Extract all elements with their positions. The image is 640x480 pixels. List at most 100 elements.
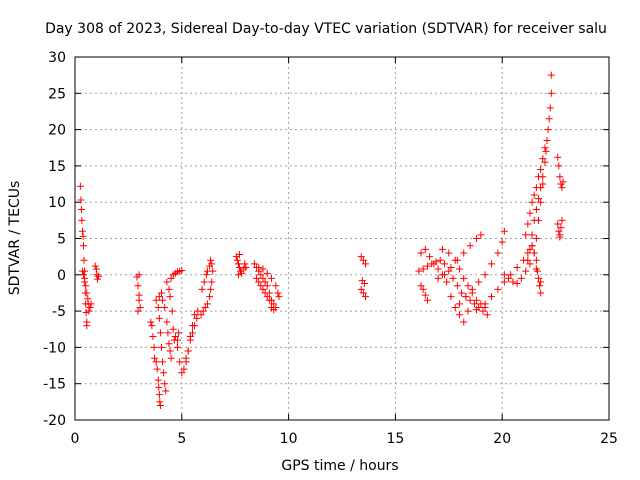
- data-point: [77, 196, 85, 204]
- data-point: [462, 293, 470, 301]
- data-point: [159, 358, 167, 366]
- data-point: [455, 311, 463, 319]
- data-point: [85, 307, 93, 315]
- data-point: [259, 265, 267, 273]
- y-axis-label: SDTVAR / TECUs: [7, 181, 23, 296]
- data-point: [184, 347, 192, 355]
- data-point: [528, 198, 536, 206]
- x-axis-label: GPS time / hours: [281, 458, 398, 474]
- data-point: [182, 354, 190, 362]
- data-point: [175, 329, 183, 337]
- data-point: [436, 256, 444, 264]
- series-seg-8.5h-a: [250, 260, 278, 308]
- data-point: [532, 205, 540, 213]
- data-point: [257, 282, 265, 290]
- data-point: [263, 282, 271, 290]
- series-seg-dip-c: [155, 289, 175, 362]
- data-point: [361, 260, 369, 268]
- data-point: [507, 271, 515, 279]
- data-point: [513, 264, 521, 272]
- data-point: [86, 303, 94, 311]
- data-point: [417, 249, 425, 257]
- data-point: [154, 303, 162, 311]
- data-point: [136, 303, 144, 311]
- data-point: [152, 296, 160, 304]
- data-point: [171, 333, 179, 341]
- data-point: [235, 250, 243, 258]
- data-point: [460, 274, 468, 282]
- data-point: [434, 265, 442, 273]
- data-point: [464, 282, 472, 290]
- data-point: [441, 260, 449, 268]
- data-point: [530, 249, 538, 257]
- data-point: [537, 166, 545, 174]
- data-point: [202, 271, 210, 279]
- data-point: [203, 300, 211, 308]
- data-point: [458, 289, 466, 297]
- data-point: [539, 155, 547, 163]
- data-point: [235, 264, 243, 272]
- data-point: [505, 274, 513, 282]
- data-point: [360, 280, 368, 288]
- data-point: [532, 235, 540, 242]
- data-point: [80, 271, 88, 279]
- data-point: [268, 274, 276, 282]
- data-point: [460, 249, 468, 257]
- data-point: [156, 401, 164, 409]
- data-point: [532, 184, 540, 192]
- data-point: [558, 184, 566, 192]
- data-point: [193, 314, 201, 322]
- data-point: [82, 282, 90, 290]
- data-point: [537, 198, 545, 206]
- series-seg-early-3: [91, 262, 102, 283]
- data-point: [441, 271, 449, 279]
- data-point: [554, 220, 562, 228]
- data-point: [167, 274, 175, 282]
- series-seg-21h-mid: [522, 144, 549, 239]
- series-seg-3h: [133, 271, 144, 315]
- data-point: [535, 173, 543, 181]
- data-point: [91, 262, 99, 270]
- data-point: [161, 303, 169, 311]
- axis-ticks: [74, 56, 610, 421]
- data-point: [261, 278, 269, 286]
- data-point: [466, 242, 474, 250]
- data-point: [543, 136, 551, 144]
- x-tick-label: 20: [493, 431, 511, 447]
- data-point: [494, 249, 502, 257]
- data-point: [80, 242, 88, 250]
- data-point: [509, 278, 517, 286]
- data-point: [78, 216, 86, 224]
- data-point: [513, 280, 521, 288]
- data-point: [79, 232, 87, 240]
- data-point: [423, 262, 431, 270]
- data-point: [93, 275, 101, 283]
- series-seg-early-2: [78, 267, 95, 315]
- data-point: [494, 285, 502, 293]
- grid-lines: [75, 57, 609, 420]
- data-point: [199, 307, 207, 315]
- data-point: [481, 300, 489, 308]
- data-point: [207, 285, 215, 293]
- data-point: [150, 343, 158, 351]
- data-point: [93, 271, 101, 279]
- data-point: [162, 387, 170, 395]
- data-point: [545, 115, 553, 123]
- data-point: [174, 343, 182, 351]
- series-seg-16h-b: [415, 256, 491, 319]
- data-point: [259, 274, 267, 282]
- series-seg-13.5h: [357, 253, 369, 301]
- data-point: [357, 253, 365, 261]
- data-point: [524, 249, 532, 257]
- data-point: [524, 256, 532, 264]
- data-point: [500, 278, 508, 286]
- data-point: [274, 289, 282, 297]
- data-point: [134, 282, 142, 290]
- data-point: [80, 256, 88, 264]
- data-point: [275, 293, 283, 301]
- data-point: [259, 285, 267, 293]
- x-tick-label: 0: [71, 431, 80, 447]
- data-point: [201, 303, 209, 311]
- data-point: [559, 178, 567, 186]
- data-point: [473, 296, 481, 304]
